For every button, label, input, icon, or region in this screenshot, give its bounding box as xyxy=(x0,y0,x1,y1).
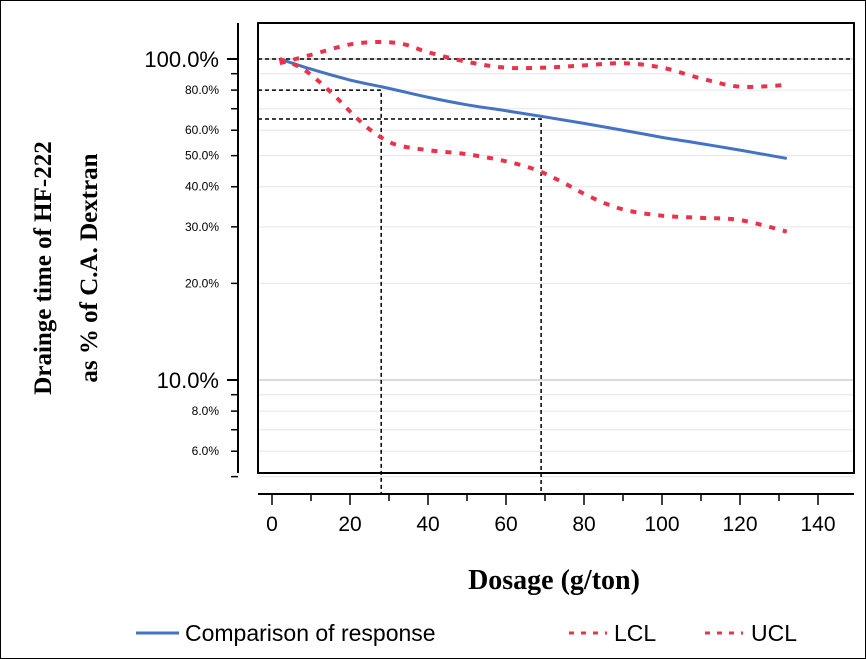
x-tick-label: 80 xyxy=(572,513,595,536)
legend-label-comparison: Comparison of response xyxy=(185,620,436,646)
plot-area-border xyxy=(257,22,855,474)
y-tick-label: 30.0% xyxy=(185,220,219,234)
y-tick-label: 80.0% xyxy=(185,83,219,97)
y-tick-label: 20.0% xyxy=(185,276,219,290)
legend-label-lcl: LCL xyxy=(614,620,656,646)
x-tick-label: 40 xyxy=(416,513,439,536)
reference-line-corner xyxy=(258,118,542,494)
series-lines xyxy=(279,39,788,234)
y-tick-label: 6.0% xyxy=(192,444,220,458)
series-line-comparison xyxy=(279,57,788,160)
reference-line-corner xyxy=(258,89,382,494)
x-axis-label: Dosage (g/ton) xyxy=(468,565,640,596)
x-tick-label: 100 xyxy=(644,513,679,536)
y-tick-label: 50.0% xyxy=(185,149,219,163)
y-axis-label-line-2: as % of C.A. Dextran xyxy=(76,153,103,382)
reference-lines xyxy=(258,58,854,494)
grid-lines xyxy=(258,58,854,478)
x-axis-ticks: 0 20 40 60 80 100 120 140 xyxy=(266,494,836,536)
legend: Comparison of response LCL UCL xyxy=(136,620,797,646)
x-tick-label: 0 xyxy=(266,513,278,536)
y-tick-label-major: 10.0% xyxy=(157,368,219,393)
y-tick-label-major: 100.0% xyxy=(144,47,219,72)
y-tick-label: 60.0% xyxy=(185,123,219,137)
legend-label-ucl: UCL xyxy=(751,620,797,646)
x-tick-label: 60 xyxy=(494,513,517,536)
x-tick-label: 140 xyxy=(800,513,835,536)
x-tick-label: 20 xyxy=(338,513,361,536)
series-line-lcl xyxy=(279,57,788,234)
y-axis-ticks: 100.0% 10.0% 80.0% 60.0% 50.0% 40.0% 30.0% 20.0… xyxy=(144,47,238,478)
y-tick-label: 8.0% xyxy=(192,404,220,418)
x-tick-label: 120 xyxy=(722,513,757,536)
y-axis-label-line-1: Drainge time of HF-222 xyxy=(30,141,57,394)
y-tick-label: 40.0% xyxy=(185,180,219,194)
